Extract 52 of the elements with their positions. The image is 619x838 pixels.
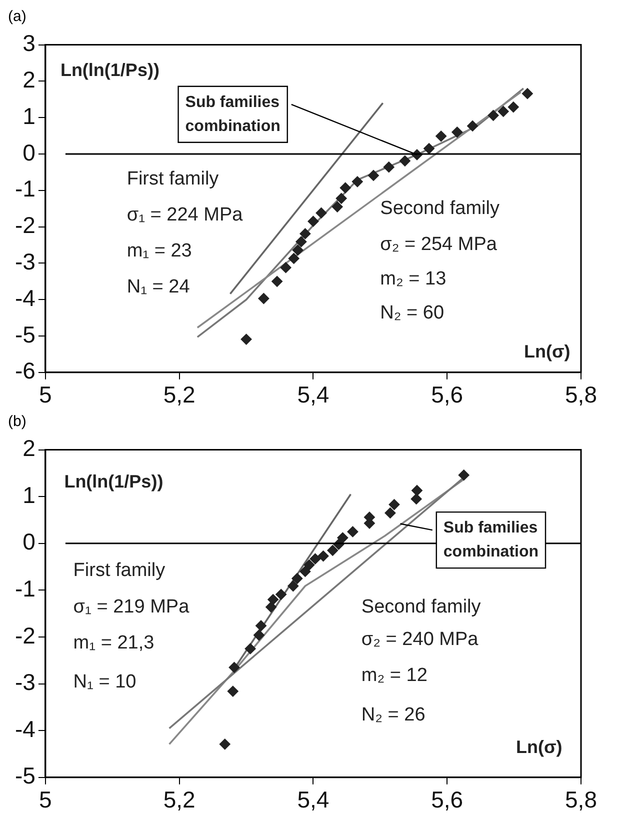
y-tick-label: -1 bbox=[15, 576, 36, 602]
x-tick-label: 5,6 bbox=[431, 382, 464, 408]
y-tick-label: 0 bbox=[22, 528, 36, 555]
y-tick-label: -4 bbox=[15, 716, 36, 742]
annotation: m₁ = 23 bbox=[126, 240, 192, 262]
y-tick-label: -6 bbox=[15, 358, 36, 384]
annotation: N₁ = 24 bbox=[126, 276, 190, 298]
y-tick-label: 1 bbox=[22, 482, 36, 508]
y-tick-label: -5 bbox=[15, 321, 36, 348]
annotation: m₂ = 12 bbox=[361, 665, 428, 686]
x-tick-label: 5,2 bbox=[163, 382, 196, 408]
annotation: σ₂ = 240 MPa bbox=[361, 629, 479, 650]
y-tick-label: 0 bbox=[22, 139, 36, 166]
y-tick-label: 1 bbox=[22, 102, 36, 129]
x-tick-label: 5,8 bbox=[565, 786, 597, 813]
annotation: Sub families combination bbox=[443, 519, 539, 560]
annotation: m₂ = 13 bbox=[380, 268, 446, 290]
chart-title: (a) bbox=[8, 8, 28, 27]
x-tick-label: 5,4 bbox=[297, 382, 330, 408]
x-axis-title: Ln(σ) bbox=[524, 342, 570, 362]
y-tick-label: -2 bbox=[15, 622, 36, 648]
y-tick-label: -3 bbox=[15, 248, 36, 275]
annotation: σ₁ = 219 MPa bbox=[73, 596, 190, 618]
y-tick-label: 2 bbox=[22, 435, 36, 462]
annotation: Second family bbox=[380, 198, 500, 219]
annotation: σ₂ = 254 MPa bbox=[380, 234, 498, 255]
y-tick-label: -4 bbox=[15, 284, 36, 311]
y-axis-title: Ln(ln(1/Ps)) bbox=[64, 472, 164, 492]
annotation: N₂ = 26 bbox=[361, 704, 426, 726]
y-tick-label: -2 bbox=[15, 212, 36, 238]
y-tick-label: -3 bbox=[15, 669, 36, 696]
x-axis-title: Ln(σ) bbox=[516, 736, 562, 757]
annotation: m₁ = 21,3 bbox=[73, 632, 154, 654]
x-tick-label: 5 bbox=[39, 786, 52, 813]
chart-title: (b) bbox=[8, 413, 28, 432]
annotation: First family bbox=[73, 560, 166, 582]
annotation: σ₁ = 224 MPa bbox=[126, 204, 244, 226]
x-tick-label: 5,4 bbox=[297, 786, 330, 813]
annotation: First family bbox=[126, 168, 220, 190]
y-tick-label: -1 bbox=[15, 176, 36, 202]
y-tick-label: -5 bbox=[15, 762, 36, 789]
x-tick-label: 5,8 bbox=[565, 382, 597, 408]
y-tick-label: 3 bbox=[22, 30, 36, 56]
annotation: N₁ = 10 bbox=[73, 672, 136, 693]
annotation: Second family bbox=[361, 596, 482, 618]
annotation: N₂ = 60 bbox=[380, 302, 444, 324]
x-tick-label: 5 bbox=[39, 382, 52, 408]
y-tick-label: 2 bbox=[22, 66, 36, 93]
annotation: Sub families combination bbox=[185, 94, 280, 135]
x-tick-label: 5,6 bbox=[431, 786, 464, 813]
x-tick-label: 5,2 bbox=[163, 786, 196, 813]
y-axis-title: Ln(ln(1/Ps)) bbox=[60, 60, 160, 80]
